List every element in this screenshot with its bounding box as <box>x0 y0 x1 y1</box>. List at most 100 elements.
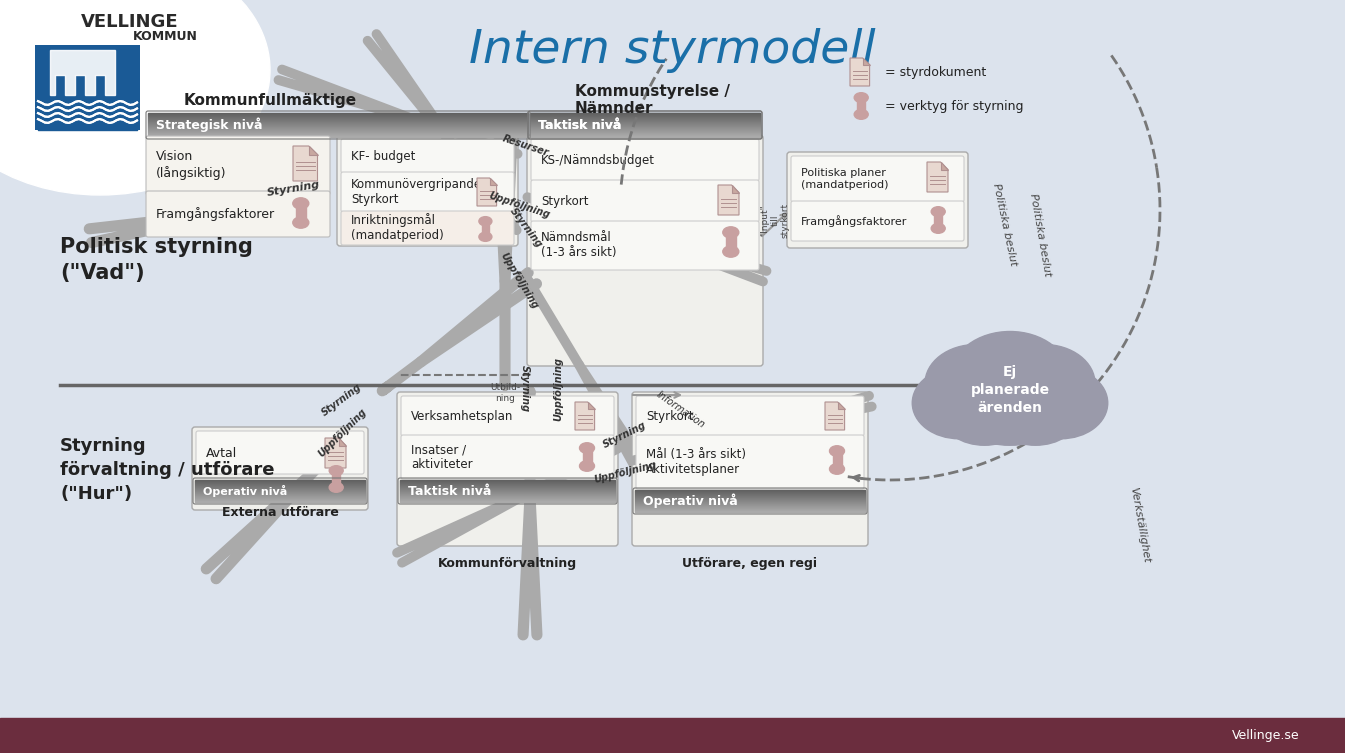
Bar <box>530 115 760 116</box>
Ellipse shape <box>330 483 343 492</box>
Bar <box>399 480 615 481</box>
Text: VELLINGE: VELLINGE <box>81 13 179 31</box>
Bar <box>530 132 760 133</box>
Bar <box>148 130 529 131</box>
Bar <box>195 489 364 490</box>
Text: Ej
planerade
ärenden: Ej planerade ärenden <box>971 364 1049 416</box>
Bar <box>726 236 736 253</box>
Bar <box>635 511 865 512</box>
Text: Verksamhetsplan: Verksamhetsplan <box>412 410 514 422</box>
Ellipse shape <box>830 446 845 456</box>
Text: Insatser /
aktiviteter: Insatser / aktiviteter <box>412 443 472 471</box>
Bar <box>35 45 140 130</box>
Ellipse shape <box>955 380 1065 445</box>
Bar <box>399 487 615 488</box>
Bar <box>148 122 529 123</box>
Text: Uppföljning: Uppföljning <box>593 460 658 485</box>
Bar <box>530 116 760 117</box>
Bar <box>195 480 364 481</box>
Bar <box>399 489 615 490</box>
Text: KOMMUN: KOMMUN <box>133 29 198 42</box>
Bar <box>148 119 529 120</box>
Text: Kommunfullmäktige: Kommunfullmäktige <box>183 93 356 108</box>
Bar <box>148 126 529 127</box>
Bar <box>148 133 529 134</box>
FancyBboxPatch shape <box>401 435 615 479</box>
Bar <box>530 126 760 127</box>
Bar <box>148 127 529 128</box>
Bar <box>399 498 615 499</box>
Bar <box>399 497 615 498</box>
Text: Externa utförare: Externa utförare <box>222 507 339 520</box>
Bar <box>530 120 760 121</box>
Bar <box>148 135 529 136</box>
FancyBboxPatch shape <box>636 435 863 489</box>
FancyBboxPatch shape <box>192 427 369 510</box>
Bar <box>635 492 865 493</box>
Bar <box>148 115 529 116</box>
Bar <box>195 496 364 497</box>
Bar <box>530 136 760 137</box>
Bar <box>195 493 364 494</box>
Bar <box>399 499 615 500</box>
Text: Uppföljning: Uppföljning <box>487 191 551 221</box>
Text: Operativ nivå: Operativ nivå <box>643 494 738 508</box>
Bar <box>399 496 615 497</box>
Bar <box>195 495 364 496</box>
Bar <box>635 493 865 494</box>
Text: Styrning: Styrning <box>507 206 543 250</box>
Ellipse shape <box>925 345 1028 422</box>
Polygon shape <box>50 50 116 95</box>
Bar <box>635 490 865 491</box>
Text: Utförare, egen regi: Utförare, egen regi <box>682 556 818 569</box>
Ellipse shape <box>1014 367 1108 439</box>
FancyBboxPatch shape <box>531 180 759 222</box>
Bar <box>195 498 364 499</box>
Text: Taktisk nivå: Taktisk nivå <box>538 118 621 132</box>
Ellipse shape <box>931 207 946 217</box>
Bar <box>399 495 615 496</box>
Bar <box>530 129 760 130</box>
Text: Inriktningsmål
(mandatperiod): Inriktningsmål (mandatperiod) <box>351 214 444 242</box>
Bar <box>482 224 490 238</box>
Bar <box>399 493 615 494</box>
Bar <box>148 116 529 117</box>
Bar <box>195 487 364 488</box>
Text: Politiska beslut: Politiska beslut <box>991 183 1018 267</box>
Bar <box>195 494 364 495</box>
Bar <box>399 485 615 486</box>
Bar <box>148 114 529 115</box>
Text: "Input"
till
styrkort: "Input" till styrkort <box>760 203 790 237</box>
Text: Vellinge.se: Vellinge.se <box>1232 728 1301 742</box>
Ellipse shape <box>479 232 492 242</box>
FancyBboxPatch shape <box>527 135 763 366</box>
Bar <box>933 215 943 230</box>
Ellipse shape <box>941 387 1028 445</box>
Bar <box>635 500 865 501</box>
Bar <box>195 482 364 483</box>
Bar <box>530 131 760 132</box>
Bar <box>530 123 760 124</box>
Text: Framgångsfaktorer: Framgångsfaktorer <box>156 207 276 221</box>
Text: KS-/Nämndsbudget: KS-/Nämndsbudget <box>541 154 655 166</box>
FancyBboxPatch shape <box>196 431 364 474</box>
Bar <box>582 451 592 468</box>
Bar <box>530 113 760 114</box>
Bar <box>635 503 865 504</box>
FancyBboxPatch shape <box>531 139 759 181</box>
Bar <box>635 496 865 497</box>
Polygon shape <box>824 402 845 430</box>
Bar <box>148 132 529 133</box>
Bar <box>530 116 760 117</box>
Text: Utbild-
ning: Utbild- ning <box>490 383 521 403</box>
Bar <box>530 134 760 135</box>
Polygon shape <box>732 185 738 193</box>
Bar <box>833 454 842 471</box>
Bar <box>195 500 364 501</box>
Bar <box>530 134 760 135</box>
Bar <box>530 125 760 126</box>
Bar <box>195 488 364 489</box>
Polygon shape <box>838 402 845 409</box>
Bar <box>530 124 760 125</box>
Bar <box>530 129 760 130</box>
